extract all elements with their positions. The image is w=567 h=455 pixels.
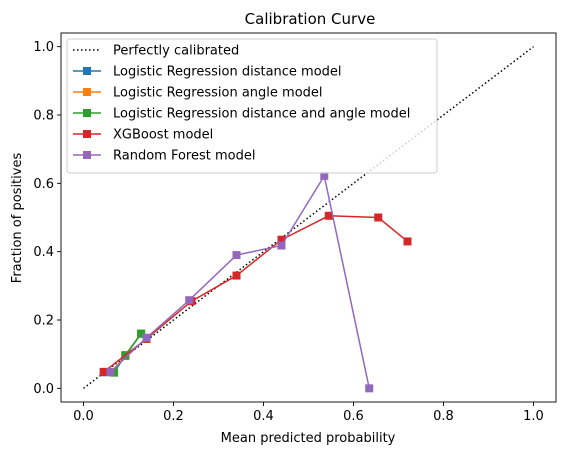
legend-swatch-marker bbox=[83, 109, 91, 117]
series-point-3 bbox=[137, 329, 146, 338]
x-tick-label: 0.8 bbox=[433, 409, 454, 424]
series-point-5 bbox=[320, 171, 329, 180]
series-point-4 bbox=[374, 213, 383, 222]
y-tick-label: 0.6 bbox=[33, 177, 54, 192]
series-point-4 bbox=[277, 235, 286, 244]
x-tick-label: 0.4 bbox=[253, 409, 274, 424]
x-axis-title: Mean predicted probability bbox=[221, 431, 396, 446]
series-point-5 bbox=[365, 384, 374, 393]
plot-area bbox=[83, 46, 534, 393]
x-tick-label: 0.0 bbox=[73, 409, 94, 424]
series-point-5 bbox=[142, 333, 151, 342]
series-point-5 bbox=[232, 251, 241, 260]
series-point-4 bbox=[403, 237, 412, 246]
series-point-5 bbox=[277, 241, 286, 250]
legend-entry-label: Logistic Regression angle model bbox=[113, 86, 323, 101]
x-tick-label: 0.6 bbox=[343, 409, 364, 424]
legend-swatch-marker bbox=[83, 130, 91, 138]
series-point-4 bbox=[99, 367, 108, 376]
chart-title: Calibration Curve bbox=[245, 10, 376, 28]
series-point-4 bbox=[324, 211, 333, 220]
legend-swatch-marker bbox=[83, 151, 91, 159]
y-tick-label: 0.2 bbox=[33, 314, 54, 329]
legend-entry-label: Random Forest model bbox=[113, 149, 255, 164]
series-point-5 bbox=[106, 367, 115, 376]
x-tick-label: 0.2 bbox=[163, 409, 184, 424]
axis-ticks: 0.0 0.2 0.4 0.6 0.8 1.0 0.0 0.2 0.4 0.6 0.8 1.0 bbox=[33, 40, 544, 424]
series-line-5 bbox=[109, 173, 370, 389]
legend-entry-label: XGBoost model bbox=[113, 128, 213, 143]
x-tick-label: 1.0 bbox=[523, 409, 544, 424]
legend-box bbox=[66, 38, 438, 174]
y-tick-label: 0.4 bbox=[33, 245, 54, 260]
legend-entry-label: Logistic Regression distance model bbox=[113, 65, 342, 80]
legend-entry-label: Logistic Regression distance and angle m… bbox=[113, 107, 410, 122]
y-axis-title: Fraction of positives bbox=[10, 153, 25, 284]
legend: Perfectly calibrated Logistic Regression … bbox=[66, 38, 438, 174]
y-tick-label: 0.8 bbox=[33, 109, 54, 124]
legend-entry-label: Perfectly calibrated bbox=[113, 44, 239, 59]
y-tick-label: 1.0 bbox=[33, 40, 54, 55]
series-line-4 bbox=[103, 215, 408, 373]
legend-swatch-marker bbox=[83, 67, 91, 75]
y-tick-label: 0.0 bbox=[33, 382, 54, 397]
series-point-4 bbox=[232, 271, 241, 280]
legend-swatch-marker bbox=[83, 88, 91, 96]
plot-frame bbox=[60, 32, 557, 403]
series-point-5 bbox=[185, 296, 194, 305]
